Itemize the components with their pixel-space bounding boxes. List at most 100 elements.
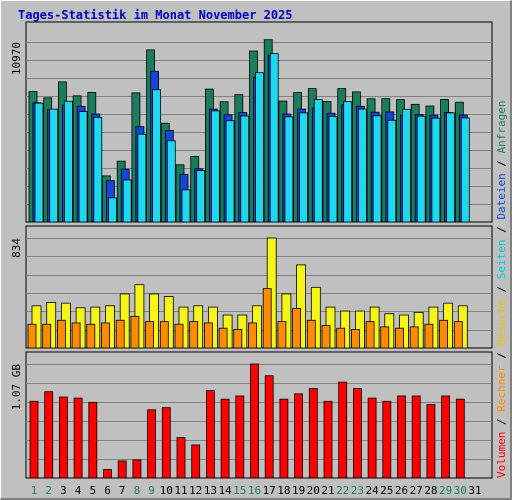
rechner-bar-day-3 xyxy=(57,319,66,349)
x-axis-label-day-2: 2 xyxy=(45,484,52,497)
besuche-bar-day-19 xyxy=(296,264,307,349)
volumen-bar-day-16 xyxy=(250,363,259,479)
seiten-bar-day-20 xyxy=(313,99,323,223)
x-axis-label-day-17: 17 xyxy=(263,484,276,497)
rechner-bar-day-10 xyxy=(159,321,169,349)
seiten-bar-day-21 xyxy=(328,115,338,223)
x-axis-label-day-28: 28 xyxy=(424,484,437,497)
seiten-bar-day-19 xyxy=(299,112,309,223)
seiten-bar-day-2 xyxy=(49,108,59,223)
seiten-bar-day-24 xyxy=(372,115,382,223)
legend-item-volumen: Volumen xyxy=(495,432,508,478)
seiten-bar-day-29 xyxy=(446,112,456,223)
seiten-bar-day-15 xyxy=(240,115,250,223)
rechner-bar-day-27 xyxy=(409,326,419,349)
volumen-bar-day-30 xyxy=(455,398,465,479)
rechner-bar-day-30 xyxy=(453,321,463,349)
besuche-bar-day-20 xyxy=(310,286,321,349)
volumen-bar-day-23 xyxy=(352,388,362,479)
volumen-bar-day-1 xyxy=(29,400,39,479)
volumen-bar-day-9 xyxy=(147,409,157,479)
volumen-bar-day-4 xyxy=(73,397,83,479)
legend-separator: / xyxy=(495,153,508,173)
y-tick-label-panel-3: 1.07 GB xyxy=(10,364,23,411)
seiten-bar-day-9 xyxy=(152,89,162,223)
seiten-bar-day-12 xyxy=(196,170,206,223)
x-axis-label-day-8: 8 xyxy=(134,484,141,497)
x-axis-label-day-24: 24 xyxy=(365,484,379,497)
seiten-bar-day-4 xyxy=(78,111,88,223)
x-axis-label-day-10: 10 xyxy=(160,484,173,497)
rechner-bar-day-9 xyxy=(145,321,155,349)
rechner-bar-day-6 xyxy=(101,322,110,349)
x-axis-label-day-6: 6 xyxy=(104,484,111,497)
seiten-bar-day-17 xyxy=(269,53,279,223)
chart-title: Tages-Statistik im Monat November 2025 xyxy=(18,8,293,22)
volumen-bar-day-7 xyxy=(117,460,127,479)
x-axis-label-day-27: 27 xyxy=(410,484,423,497)
rechner-bar-day-20 xyxy=(306,319,316,349)
seiten-bar-day-10 xyxy=(166,140,176,223)
seiten-bar-day-23 xyxy=(357,108,367,223)
volumen-bar-day-18 xyxy=(279,398,289,479)
volumen-bar-day-22 xyxy=(338,381,348,479)
besuche-bar-day-9 xyxy=(149,293,160,349)
x-axis-label-day-15: 15 xyxy=(233,484,246,497)
seiten-bar-day-16 xyxy=(255,72,264,223)
rechner-bar-day-8 xyxy=(130,315,140,349)
volumen-bar-day-8 xyxy=(132,459,142,479)
x-axis-label-day-31: 31 xyxy=(468,484,481,497)
x-axis-label-day-1: 1 xyxy=(31,484,38,497)
legend-item-rechner: Rechner xyxy=(495,365,508,412)
rechner-bar-day-26 xyxy=(395,327,404,349)
rechner-bar-day-19 xyxy=(292,308,302,349)
volumen-bar-day-25 xyxy=(382,400,392,479)
seiten-bar-day-14 xyxy=(225,120,235,223)
right-legend: Volumen / Rechner / Besuche / Seiten / D… xyxy=(495,100,508,478)
x-axis-label-day-4: 4 xyxy=(75,484,82,497)
rechner-bar-day-24 xyxy=(365,321,375,349)
rechner-bar-day-13 xyxy=(203,322,213,349)
legend-separator: / xyxy=(495,220,508,240)
volumen-bar-day-29 xyxy=(441,395,451,479)
x-axis-label-day-25: 25 xyxy=(380,484,393,497)
y-tick-label-panel-1: 10970 xyxy=(10,42,23,75)
x-axis-label-day-30: 30 xyxy=(454,484,467,497)
seiten-bar-day-1 xyxy=(34,102,44,223)
x-axis-label-day-21: 21 xyxy=(321,484,334,497)
rechner-bar-day-22 xyxy=(336,327,346,349)
seiten-bar-day-27 xyxy=(416,115,426,223)
volumen-bar-day-26 xyxy=(397,395,406,479)
rechner-bar-day-18 xyxy=(277,321,287,349)
x-axis-label-day-19: 19 xyxy=(292,484,305,497)
volumen-bar-day-17 xyxy=(264,375,274,479)
volumen-bar-day-20 xyxy=(308,388,318,479)
volumen-bar-day-21 xyxy=(323,400,333,479)
volumen-bar-day-12 xyxy=(191,444,201,479)
rechner-bar-day-28 xyxy=(424,323,434,349)
x-axis-label-day-18: 18 xyxy=(277,484,290,497)
volumen-bar-day-11 xyxy=(176,437,186,479)
x-axis-label-day-29: 29 xyxy=(439,484,452,497)
x-axis-label-day-3: 3 xyxy=(60,484,67,497)
rechner-bar-day-29 xyxy=(439,319,449,349)
seiten-bar-day-30 xyxy=(460,117,470,223)
rechner-bar-day-12 xyxy=(189,321,199,349)
seiten-bar-day-5 xyxy=(93,116,103,223)
volumen-bar-day-5 xyxy=(88,401,98,479)
legend-item-dateien: Dateien xyxy=(495,173,508,219)
seiten-bar-day-7 xyxy=(122,179,132,223)
rechner-bar-day-4 xyxy=(71,322,81,349)
rechner-bar-day-23 xyxy=(350,329,360,349)
x-axis-label-day-14: 14 xyxy=(218,484,232,497)
volumen-bar-day-3 xyxy=(59,396,68,479)
legend-separator: / xyxy=(495,412,508,432)
x-axis-label-day-26: 26 xyxy=(395,484,408,497)
seiten-bar-day-25 xyxy=(387,119,397,223)
rechner-bar-day-11 xyxy=(174,323,184,349)
volumen-bar-day-6 xyxy=(103,469,112,479)
legend-separator: / xyxy=(495,346,508,366)
rechner-bar-day-15 xyxy=(233,329,243,349)
x-axis-label-day-5: 5 xyxy=(89,484,96,497)
